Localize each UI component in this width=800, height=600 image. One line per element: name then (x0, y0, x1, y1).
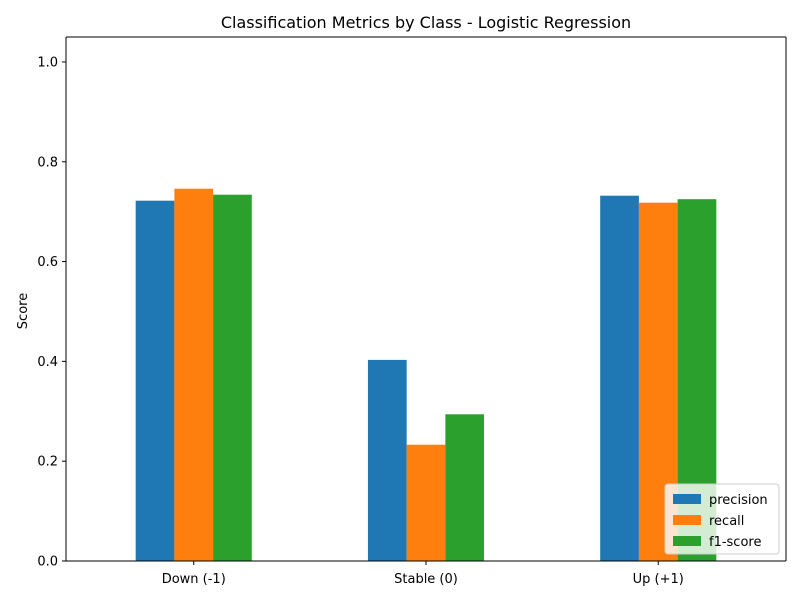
y-tick-label: 0.0 (37, 555, 58, 570)
y-tick-label: 0.4 (37, 355, 58, 370)
bars-group (135, 188, 717, 562)
legend-swatch-f1-score (673, 536, 701, 546)
legend-swatch-precision (673, 494, 701, 504)
y-tick-label: 1.0 (37, 55, 58, 70)
legend-label-f1-score: f1-score (709, 535, 761, 550)
legend-swatch-recall (673, 515, 701, 525)
y-tick-label: 0.8 (37, 155, 58, 170)
y-tick-label: 0.2 (37, 455, 58, 470)
y-axis-label: Score (16, 293, 31, 329)
chart-title: Classification Metrics by Class - Logist… (221, 13, 631, 32)
x-tick-label: Down (-1) (162, 572, 226, 587)
bar-precision-1 (367, 359, 407, 561)
axes-group: 0.0 0.2 0.4 0.6 0.8 1.0 Down (-1) Stable (0) Up … (37, 36, 787, 587)
bar-precision-2 (600, 195, 639, 561)
legend-label-precision: precision (709, 493, 768, 508)
legend-label-recall: recall (709, 514, 744, 529)
y-tick-label: 0.6 (37, 255, 58, 270)
bar-f1-score-1 (445, 414, 485, 561)
x-tick-label: Stable (0) (394, 572, 458, 587)
bar-f1-score-0 (213, 194, 252, 562)
bar-precision-0 (135, 200, 175, 561)
legend: precision recall f1-score (664, 483, 780, 555)
bar-recall-0 (174, 188, 214, 561)
bar-recall-1 (406, 444, 446, 561)
x-tick-label: Up (+1) (633, 572, 684, 587)
